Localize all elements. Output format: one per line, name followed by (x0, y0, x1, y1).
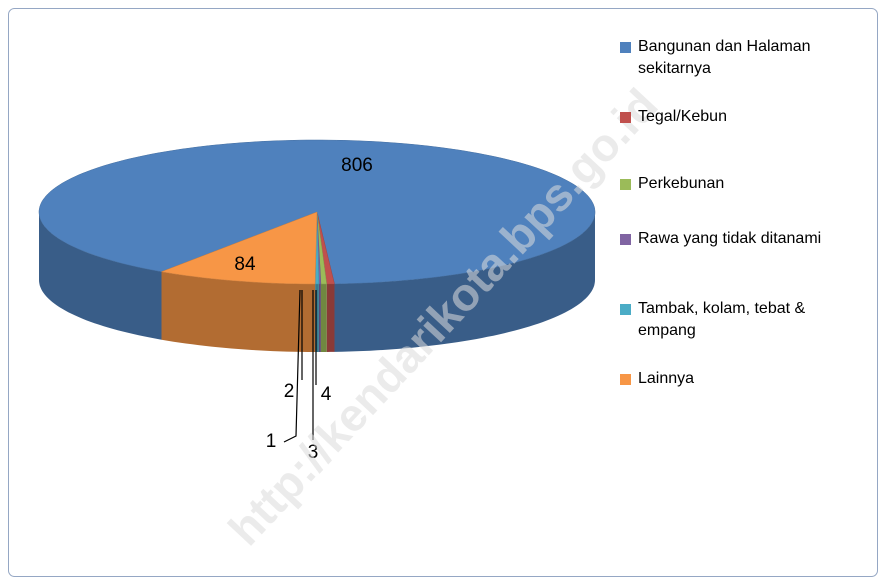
slice-side (334, 212, 595, 352)
slice-side (326, 283, 335, 352)
data-label: 4 (321, 384, 332, 405)
data-label: 3 (308, 442, 319, 463)
legend-item: Tambak, kolam, tebat & empang (620, 298, 853, 342)
legend-item: Bangunan dan Halaman sekitarnya (620, 36, 818, 80)
legend-item: Rawa yang tidak ditanami (620, 228, 853, 250)
legend-item: Tegal/Kebun (620, 106, 853, 128)
slice-side (161, 271, 316, 352)
legend-label: Tegal/Kebun (638, 108, 727, 125)
data-label: 1 (266, 431, 277, 452)
data-label: 806 (341, 155, 373, 176)
legend-swatch (620, 112, 631, 123)
legend-swatch (620, 42, 631, 53)
legend-label: Lainnya (638, 370, 695, 387)
data-label: 84 (234, 254, 256, 275)
slice-side (320, 284, 327, 352)
legend-label: Bangunan dan Halaman sekitarnya (638, 38, 811, 77)
legend-item: Lainnya (620, 368, 853, 390)
data-label: 2 (284, 381, 295, 402)
legend-swatch (620, 179, 631, 190)
slice (160, 211, 318, 285)
legend-item: Perkebunan (620, 173, 853, 195)
legend-label: Rawa yang tidak ditanami (638, 230, 822, 247)
leader-line (283, 289, 301, 443)
legend-label: Perkebunan (638, 175, 725, 192)
legend-swatch (620, 234, 631, 245)
slice-side (318, 284, 321, 352)
legend-label: Tambak, kolam, tebat & empang (638, 300, 806, 339)
slice-side (39, 212, 162, 340)
legend-swatch (620, 374, 631, 385)
legend-swatch (620, 304, 631, 315)
